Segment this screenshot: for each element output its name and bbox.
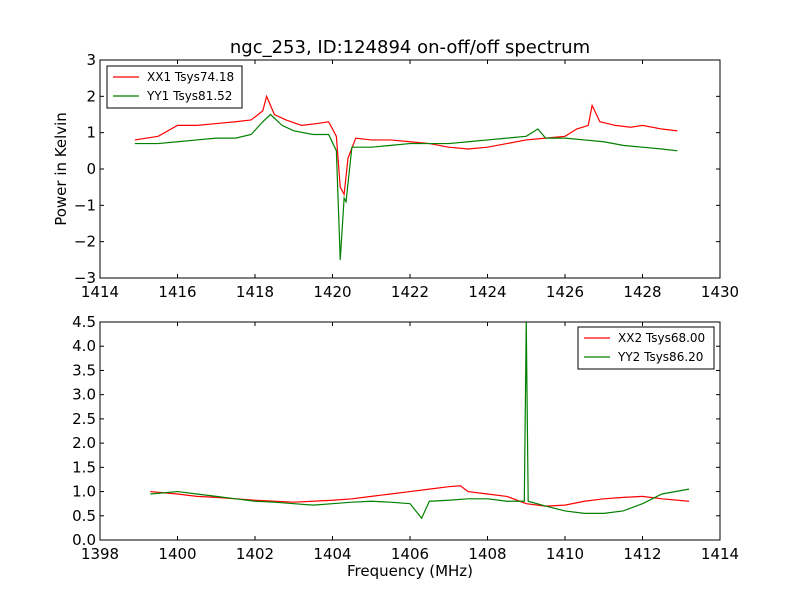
bottom-x-tick-label: 1410 (546, 545, 584, 563)
bottom-y-tick-label: 2.5 (72, 410, 96, 428)
bottom-legend-box (577, 326, 715, 370)
bottom-x-tick-label: 1402 (236, 545, 274, 563)
top-y-tick-label: 0 (86, 160, 96, 178)
top-legend-box (106, 65, 243, 109)
bottom-y-tick-label: 0.5 (72, 507, 96, 525)
bottom-legend: XX2 Tsys68.00 YY2 Tsys86.20 (577, 326, 715, 370)
top-x-tick-label: 1428 (623, 283, 661, 301)
bottom-y-tick-label: 2.0 (72, 434, 96, 452)
bottom-y-tick-label: 3.0 (72, 386, 96, 404)
bottom-x-tick-label: 1398 (81, 545, 119, 563)
bottom-x-tick-label: 1404 (313, 545, 351, 563)
top-x-tick-label: 1424 (468, 283, 506, 301)
top-x-tick-label: 1414 (81, 283, 119, 301)
top-series-line-2 (134, 113, 678, 260)
top-y-tick-label: 2 (86, 87, 96, 105)
bottom-legend-label-2: YY2 Tsys86.20 (617, 350, 703, 364)
top-x-tick-label: 1416 (158, 283, 196, 301)
top-legend-label-1: XX1 Tsys74.18 (147, 70, 234, 84)
bottom-chart-x-axis-label: Frequency (MHz) (347, 562, 473, 580)
top-x-tick-label: 1430 (701, 283, 739, 301)
top-series-line-1 (134, 94, 678, 197)
bottom-y-tick-label: 1.5 (72, 458, 96, 476)
bottom-x-tick-label: 1412 (623, 545, 661, 563)
bottom-series-line-1 (150, 485, 690, 507)
top-y-tick-label: −2 (74, 233, 96, 251)
bottom-y-tick-label: 1.0 (72, 483, 96, 501)
top-x-tick-label: 1418 (236, 283, 274, 301)
top-legend: XX1 Tsys74.18 YY1 Tsys81.52 (106, 65, 243, 109)
bottom-y-tick-label: 0.0 (72, 531, 96, 549)
top-x-tick-label: 1420 (313, 283, 351, 301)
bottom-x-tick-label: 1406 (391, 545, 429, 563)
bottom-chart: Frequency (MHz) 1398 1400 1402 1404 1406 1408… (72, 313, 739, 580)
bottom-series-line-2 (150, 322, 690, 520)
top-y-tick-label: 3 (86, 51, 96, 69)
bottom-x-tick-label: 1400 (158, 545, 196, 563)
top-chart-y-axis-label: Power in Kelvin (52, 112, 70, 226)
bottom-x-tick-label: 1408 (468, 545, 506, 563)
top-chart-title: ngc_253, ID:124894 on-off/off spectrum (230, 37, 590, 58)
bottom-y-tick-label: 3.5 (72, 361, 96, 379)
top-legend-label-2: YY1 Tsys81.52 (146, 89, 232, 103)
top-y-tick-label: −3 (74, 269, 96, 287)
bottom-y-tick-label: 4.5 (72, 313, 96, 331)
bottom-y-tick-label: 4.0 (72, 337, 96, 355)
top-y-tick-label: −1 (74, 196, 96, 214)
bottom-x-tick-label: 1414 (701, 545, 739, 563)
bottom-legend-label-1: XX2 Tsys68.00 (618, 331, 705, 345)
top-y-tick-label: 1 (86, 124, 96, 142)
top-x-tick-label: 1426 (546, 283, 584, 301)
top-chart: ngc_253, ID:124894 on-off/off spectrum P… (52, 37, 739, 301)
top-x-tick-label: 1422 (391, 283, 429, 301)
